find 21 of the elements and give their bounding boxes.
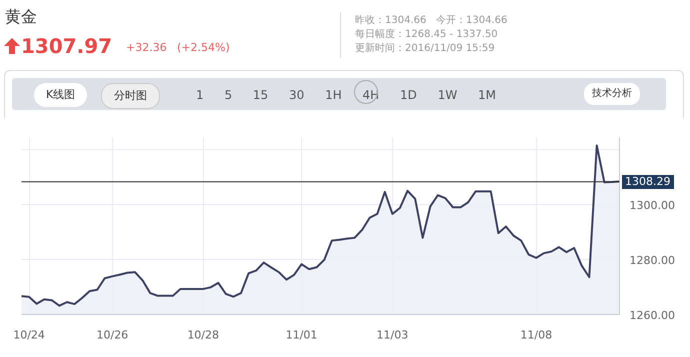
- y-tick-label: 1280.00: [630, 254, 675, 268]
- chart-title: 黄金: [5, 6, 37, 28]
- text: 分时图: [101, 83, 160, 109]
- text: 昨收：1304.66: [355, 14, 426, 28]
- y-tick-label: 1300.00: [630, 199, 675, 212]
- text: (+2.54%): [177, 40, 230, 56]
- ref-line-label: 1308.29: [622, 175, 674, 189]
- chart-subtitle: 1307.97: [20, 33, 112, 60]
- text: 技术分析: [584, 83, 640, 106]
- text: +32.36: [126, 40, 167, 56]
- text: 更新时间：2016/11/09 15:59: [355, 42, 495, 56]
- y-tick-label: 1260.00: [630, 309, 675, 322]
- text: K线图: [34, 83, 88, 107]
- text: 今开：1304.66: [436, 14, 508, 28]
- x-tick-label: 11/01: [286, 328, 318, 342]
- x-tick-label: 10/24: [13, 328, 45, 342]
- x-tick-label: 10/28: [187, 328, 220, 342]
- x-tick-label: 11/03: [376, 328, 408, 342]
- text: 每日幅度：1268.45 - 1337.50: [355, 28, 498, 42]
- x-tick-label: 10/26: [96, 328, 128, 342]
- x-tick-label: 11/08: [520, 328, 552, 342]
